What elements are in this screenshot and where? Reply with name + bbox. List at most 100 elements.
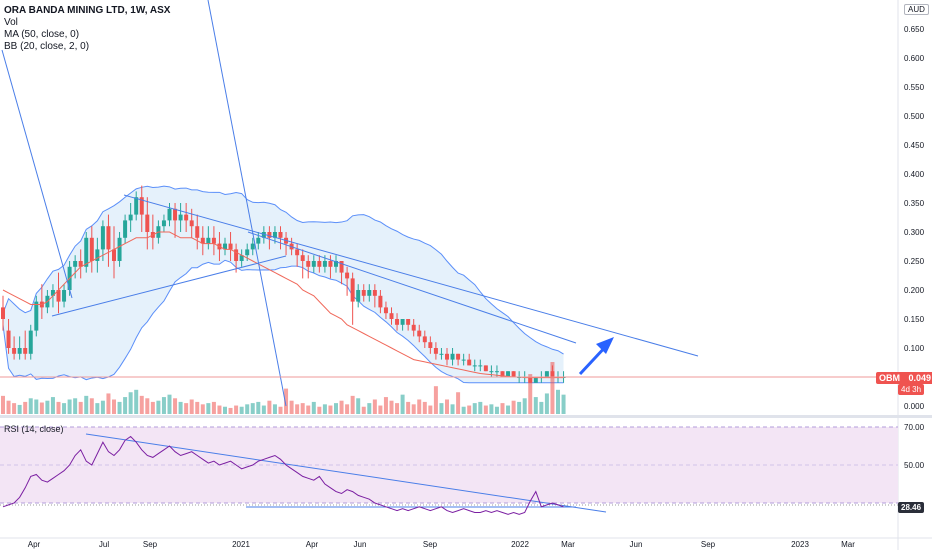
- pane-separator: [0, 415, 932, 418]
- candle-body: [161, 220, 166, 227]
- volume-bar: [544, 393, 549, 414]
- volume-bar: [256, 401, 261, 414]
- candle-body: [112, 249, 116, 261]
- candle-body: [1, 307, 5, 319]
- volume-bar: [417, 399, 422, 414]
- candle-body: [12, 348, 17, 354]
- candle-body: [117, 237, 122, 261]
- volume-bar: [367, 403, 372, 414]
- price-tick-label: 0.400: [904, 170, 925, 179]
- candle-body: [445, 353, 449, 360]
- candle-body: [461, 359, 466, 361]
- volume-bar: [361, 406, 366, 414]
- volume-bar: [23, 401, 28, 414]
- candle-body: [506, 371, 511, 377]
- volume-bar: [56, 401, 61, 414]
- volume-bar: [411, 404, 416, 414]
- candle-body: [372, 290, 377, 296]
- candle-body: [334, 261, 338, 267]
- volume-bar: [467, 405, 472, 414]
- candle-body: [400, 319, 405, 325]
- candle-body: [23, 348, 28, 354]
- candle-body: [345, 272, 350, 279]
- volume-bar: [117, 401, 122, 414]
- volume-bar: [112, 399, 116, 414]
- candle-body: [361, 290, 366, 296]
- candle-body: [311, 261, 316, 267]
- candle-body: [134, 197, 139, 215]
- volume-bar: [134, 389, 139, 414]
- volume-bar: [306, 405, 311, 414]
- volume-bar: [78, 401, 83, 414]
- rsi-line: [2, 435, 564, 515]
- volume-bar: [528, 374, 533, 414]
- volume-bar: [123, 397, 128, 414]
- volume-bar: [406, 401, 411, 414]
- volume-bar: [445, 399, 449, 414]
- time-tick-label: 2023: [791, 540, 809, 549]
- candle-body: [100, 226, 105, 250]
- candle-body: [6, 330, 11, 348]
- volume-bar: [450, 404, 455, 414]
- volume-bar: [184, 403, 189, 414]
- volume-bar: [483, 405, 488, 414]
- volume-bar: [234, 405, 239, 414]
- trend-lines: [0, 0, 898, 513]
- candle-body: [422, 336, 427, 343]
- rsi-indicator-label[interactable]: RSI (14, close): [4, 424, 64, 434]
- volume-bar: [561, 394, 566, 414]
- volume-bar: [372, 399, 377, 414]
- volume-bar: [295, 404, 300, 414]
- bollinger-bands: [2, 185, 564, 384]
- volume-bar: [217, 405, 222, 414]
- price-tick-label: 0.200: [904, 286, 925, 295]
- volume-bar: [317, 406, 322, 414]
- volume-bar: [389, 400, 394, 414]
- candle-body: [106, 226, 111, 250]
- candle-body: [195, 226, 200, 238]
- candle-body: [433, 348, 438, 354]
- volume-bar: [494, 406, 499, 414]
- candle-body: [450, 353, 455, 360]
- ma-50-line: [2, 231, 564, 379]
- bb-fill: [3, 186, 564, 383]
- time-tick-label: Apr: [306, 540, 319, 549]
- volume-bar: [261, 405, 266, 414]
- candle-body: [550, 371, 555, 377]
- volume-bar: [156, 400, 161, 414]
- rsi-band: [0, 426, 898, 504]
- candle-body: [278, 232, 283, 238]
- time-tick-label: Sep: [143, 540, 158, 549]
- vol-indicator-label[interactable]: Vol: [4, 17, 18, 28]
- volume-bar: [395, 403, 400, 414]
- price-tick-label: 0.650: [904, 25, 925, 34]
- candle-body: [267, 232, 272, 238]
- volume-bar: [245, 404, 250, 414]
- symbol-title[interactable]: ORA BANDA MINING LTD, 1W, ASX: [4, 5, 171, 16]
- volume-bar: [272, 404, 277, 414]
- volume-bar: [150, 401, 155, 414]
- candle-body: [84, 237, 89, 267]
- volume-bar: [350, 395, 355, 414]
- currency-badge[interactable]: AUD: [904, 4, 929, 15]
- time-tick-label: Jul: [99, 540, 109, 549]
- volume-bar: [511, 400, 516, 414]
- price-tick-label: 0.250: [904, 257, 925, 266]
- candle-body: [322, 261, 327, 267]
- volume-bar: [433, 386, 438, 414]
- moving-average-line: [2, 231, 564, 379]
- volume-bar: [6, 400, 11, 414]
- volume-bar: [228, 407, 233, 414]
- time-tick-label: Jun: [630, 540, 643, 549]
- rsi-tick-label: 50.00: [904, 461, 925, 470]
- volume-bar: [550, 362, 555, 414]
- volume-bar: [456, 392, 461, 414]
- bb-indicator-label[interactable]: BB (20, close, 2, 0): [4, 41, 90, 52]
- candle-body: [34, 301, 39, 331]
- price-tick-label: 0.100: [904, 344, 925, 353]
- volume-bar: [95, 403, 100, 414]
- candle-body: [123, 220, 128, 238]
- candle-body: [145, 214, 150, 232]
- ma-indicator-label[interactable]: MA (50, close, 0): [4, 29, 80, 40]
